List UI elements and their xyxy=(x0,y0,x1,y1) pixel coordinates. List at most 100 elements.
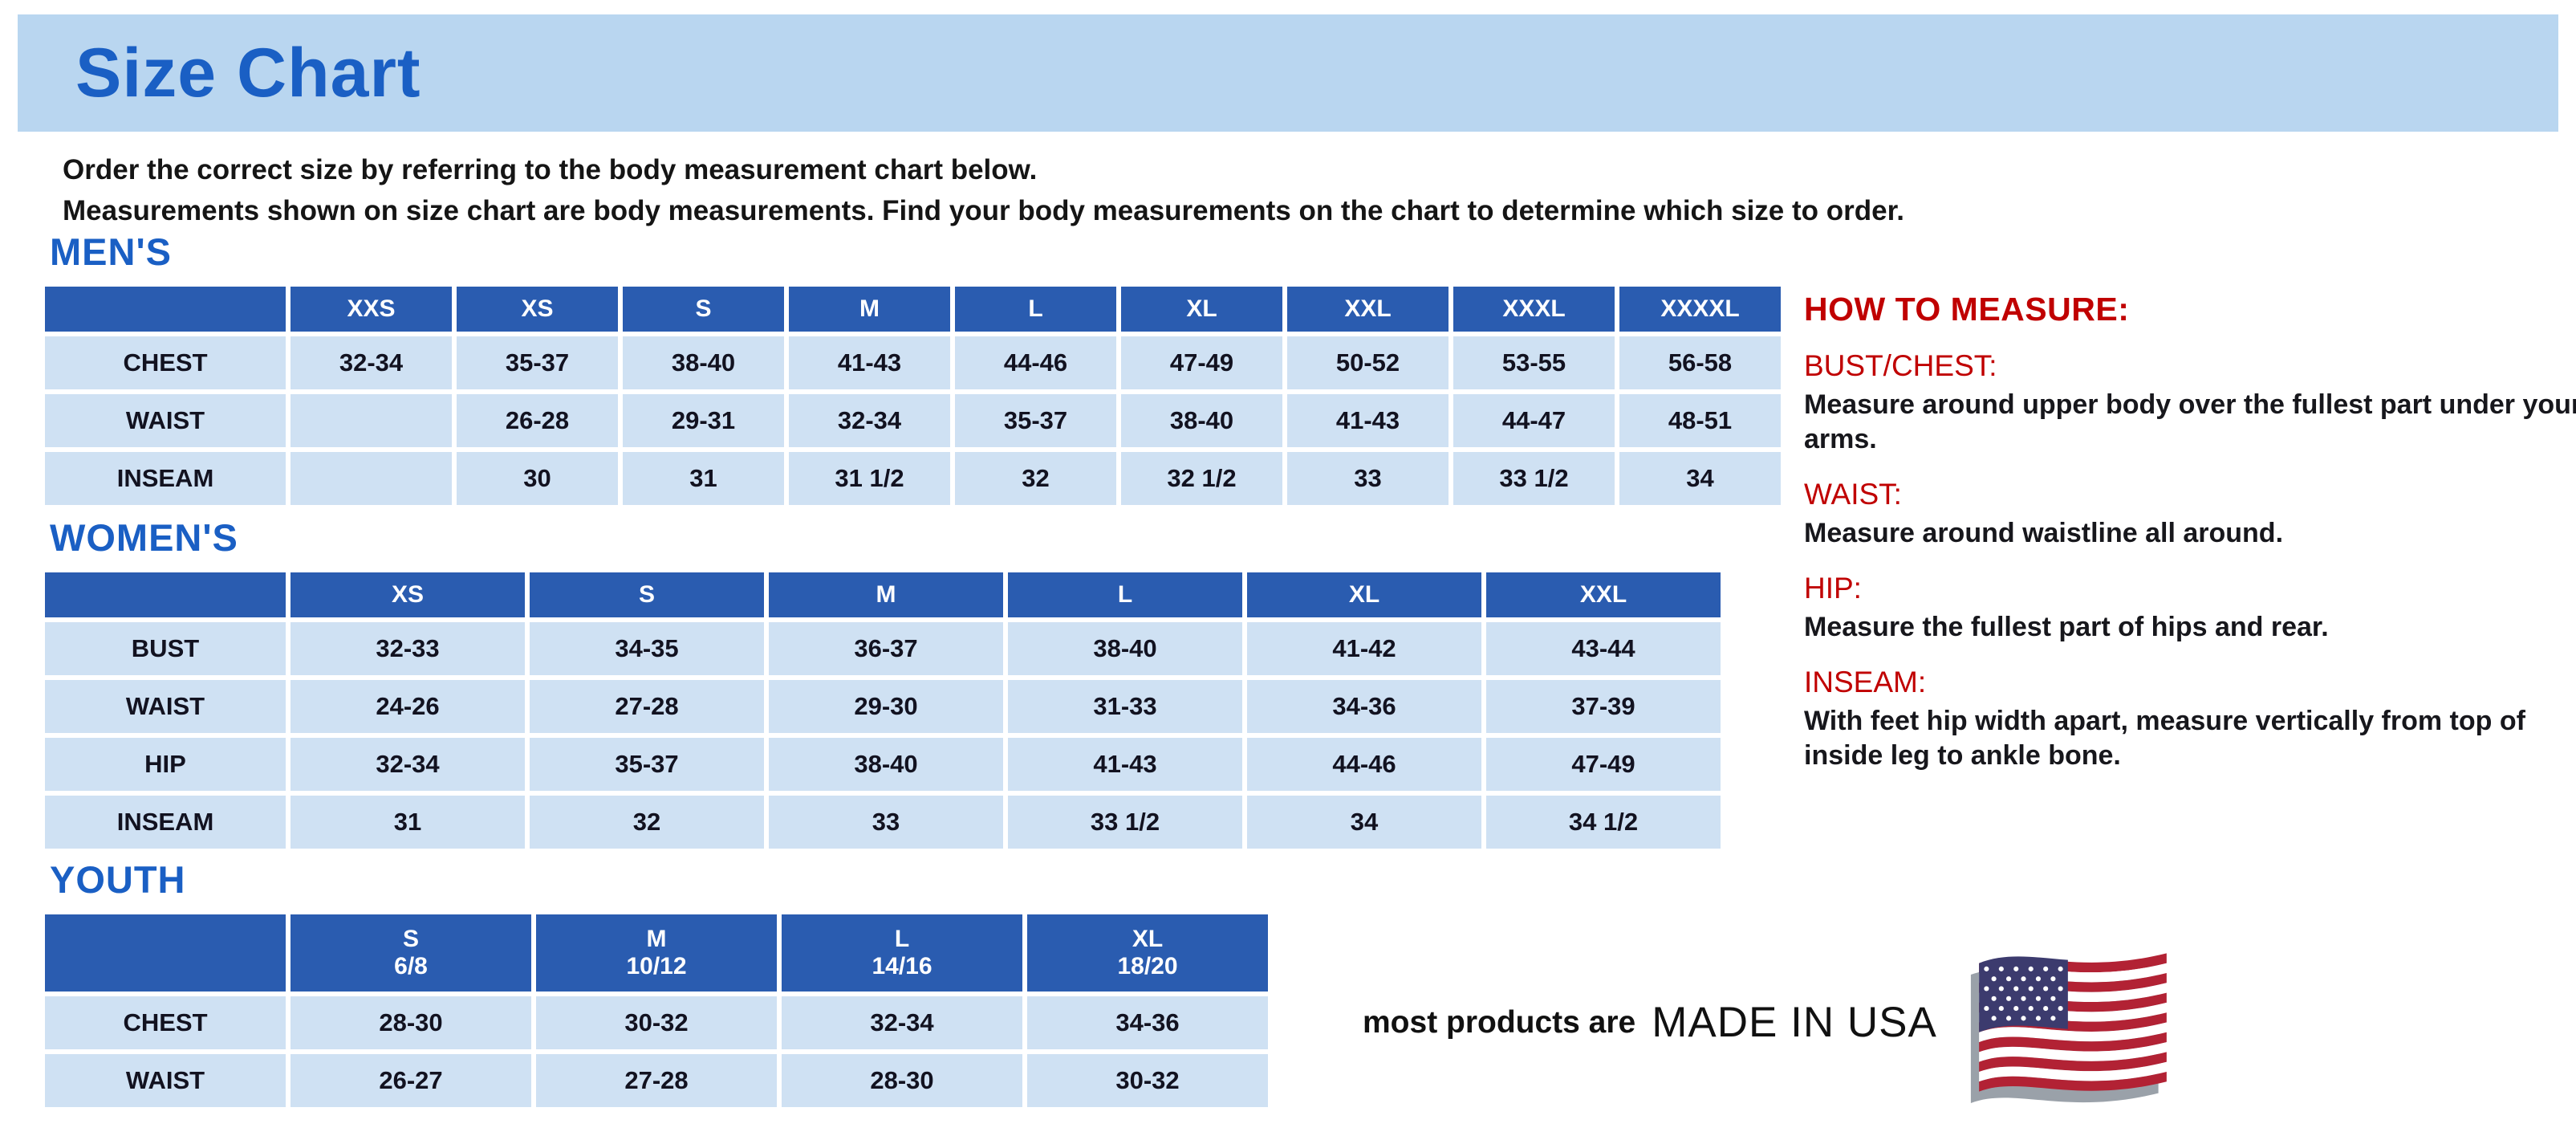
youth-size-table: S 6/8 M 10/12 L 14/16 XL 18/20 CHEST 28-30 30-32 32… xyxy=(40,910,1273,1112)
intro-text: Order the correct size by referring to t… xyxy=(63,149,1904,231)
measure-description: Measure around waistline all around. xyxy=(1804,518,2284,548)
us-flag-icon xyxy=(1965,940,2181,1105)
measure-description: Measure the fullest part of hips and rea… xyxy=(1804,612,2329,642)
measure-term: WAIST: xyxy=(1804,478,1902,511)
mens-column-header: XXXL xyxy=(1453,287,1615,332)
youth-cell: 27-28 xyxy=(536,1054,777,1107)
mens-cell: 56-58 xyxy=(1619,336,1781,389)
measure-description: With feet hip width apart, measure verti… xyxy=(1804,706,2525,771)
mens-row: CHEST 32-34 35-37 38-40 41-43 44-46 47-49 50-52… xyxy=(45,336,1781,389)
youth-column-header: XL 18/20 xyxy=(1027,914,1268,992)
mens-cell: 31 1/2 xyxy=(789,452,950,505)
how-to-measure-heading: HOW TO MEASURE: xyxy=(1804,291,2130,328)
womens-size-table: XS S M L XL XXL BUST 32-33 34-35 36-37 38-40 41-42 4… xyxy=(40,568,1725,853)
youth-column-header: S 6/8 xyxy=(291,914,531,992)
youth-column-header: L 14/16 xyxy=(782,914,1022,992)
youth-cell: 26-27 xyxy=(291,1054,531,1107)
womens-row: INSEAM 31 32 33 33 1/2 34 34 1/2 xyxy=(45,796,1721,849)
womens-heading: WOMEN'S xyxy=(50,516,238,559)
mens-row-label: INSEAM xyxy=(45,452,286,505)
youth-row: WAIST 26-27 27-28 28-30 30-32 xyxy=(45,1054,1268,1107)
mens-cell: 34 xyxy=(1619,452,1781,505)
mens-cell: 31 xyxy=(623,452,784,505)
mens-column-header: M xyxy=(789,287,950,332)
measure-term: HIP: xyxy=(1804,572,1862,605)
made-in-usa-line: most products are MADE IN USA xyxy=(1363,940,2181,1105)
womens-cell: 32-33 xyxy=(291,622,525,675)
womens-cell: 31 xyxy=(291,796,525,849)
mens-column-header: XXL xyxy=(1287,287,1448,332)
intro-line-1: Order the correct size by referring to t… xyxy=(63,154,1038,185)
section-youth: YOUTH S 6/8 M 10/12 L 14/16 XL 18/20 CHEST 28-30 3… xyxy=(40,857,1273,1112)
womens-table: XS S M L XL XXL BUST 32-33 34-35 36-37 38-40 41-42 4… xyxy=(40,568,1725,853)
mens-cell xyxy=(291,394,452,447)
youth-heading: YOUTH xyxy=(50,858,186,901)
mens-cell: 47-49 xyxy=(1121,336,1282,389)
mens-cell: 41-43 xyxy=(789,336,950,389)
mens-cell: 32-34 xyxy=(789,394,950,447)
mens-cell: 38-40 xyxy=(623,336,784,389)
mens-cell: 33 xyxy=(1287,452,1448,505)
womens-cell: 33 1/2 xyxy=(1008,796,1242,849)
how-to-measure-list: BUST/CHEST: Measure around upper body ove… xyxy=(1804,349,2576,773)
womens-cell: 32-34 xyxy=(291,738,525,791)
section-mens: MEN'S XXS XS S M L XL XXL XXXL XXXXL CHEST 32-34 35… xyxy=(40,230,1786,510)
how-to-measure-panel: HOW TO MEASURE: BUST/CHEST: Measure aroun… xyxy=(1804,291,2576,773)
womens-row-label: INSEAM xyxy=(45,796,286,849)
mens-heading: MEN'S xyxy=(50,230,172,273)
mens-column-header: XS xyxy=(457,287,618,332)
mens-row-label: CHEST xyxy=(45,336,286,389)
intro-line-2: Measurements shown on size chart are bod… xyxy=(63,195,1905,226)
womens-cell: 47-49 xyxy=(1486,738,1721,791)
mens-cell: 30 xyxy=(457,452,618,505)
youth-row-label: CHEST xyxy=(45,996,286,1049)
womens-cell: 44-46 xyxy=(1247,738,1481,791)
womens-cell: 34-36 xyxy=(1247,680,1481,733)
mens-cell: 44-47 xyxy=(1453,394,1615,447)
made-in-prefix-text: most products are xyxy=(1363,1004,1636,1040)
womens-column-header: XL xyxy=(1247,572,1481,617)
mens-cell: 35-37 xyxy=(955,394,1116,447)
youth-cell: 28-30 xyxy=(291,996,531,1049)
mens-cell: 38-40 xyxy=(1121,394,1282,447)
womens-row: WAIST 24-26 27-28 29-30 31-33 34-36 37-39 xyxy=(45,680,1721,733)
womens-cell: 34 xyxy=(1247,796,1481,849)
womens-cell: 37-39 xyxy=(1486,680,1721,733)
mens-column-header: L xyxy=(955,287,1116,332)
page-header: Size Chart xyxy=(18,14,2558,132)
mens-column-header: S xyxy=(623,287,784,332)
mens-cell: 48-51 xyxy=(1619,394,1781,447)
womens-cell: 38-40 xyxy=(769,738,1003,791)
womens-row-label: BUST xyxy=(45,622,286,675)
youth-cell: 30-32 xyxy=(1027,1054,1268,1107)
womens-cell: 33 xyxy=(769,796,1003,849)
mens-row: WAIST 26-28 29-31 32-34 35-37 38-40 41-43 44-47… xyxy=(45,394,1781,447)
womens-row-label: HIP xyxy=(45,738,286,791)
womens-row: HIP 32-34 35-37 38-40 41-43 44-46 47-49 xyxy=(45,738,1721,791)
womens-column-header: XS xyxy=(291,572,525,617)
womens-corner-cell xyxy=(45,572,286,617)
youth-cell: 28-30 xyxy=(782,1054,1022,1107)
womens-cell: 41-42 xyxy=(1247,622,1481,675)
womens-column-header: M xyxy=(769,572,1003,617)
youth-row: CHEST 28-30 30-32 32-34 34-36 xyxy=(45,996,1268,1049)
mens-cell: 32 1/2 xyxy=(1121,452,1282,505)
mens-cell: 35-37 xyxy=(457,336,618,389)
womens-column-header: S xyxy=(530,572,764,617)
mens-cell: 44-46 xyxy=(955,336,1116,389)
mens-cell: 32 xyxy=(955,452,1116,505)
mens-cell: 33 1/2 xyxy=(1453,452,1615,505)
womens-cell: 36-37 xyxy=(769,622,1003,675)
mens-row-label: WAIST xyxy=(45,394,286,447)
mens-column-header: XL xyxy=(1121,287,1282,332)
page-title: Size Chart xyxy=(75,34,421,112)
mens-size-table: XXS XS S M L XL XXL XXXL XXXXL CHEST 32-34 35-37 38-… xyxy=(40,282,1786,510)
measure-description: Measure around upper body over the fulle… xyxy=(1804,389,2576,454)
mens-cell xyxy=(291,452,452,505)
womens-row-label: WAIST xyxy=(45,680,286,733)
mens-cell: 50-52 xyxy=(1287,336,1448,389)
womens-cell: 34-35 xyxy=(530,622,764,675)
mens-column-header: XXXXL xyxy=(1619,287,1781,332)
womens-cell: 29-30 xyxy=(769,680,1003,733)
mens-cell: 32-34 xyxy=(291,336,452,389)
